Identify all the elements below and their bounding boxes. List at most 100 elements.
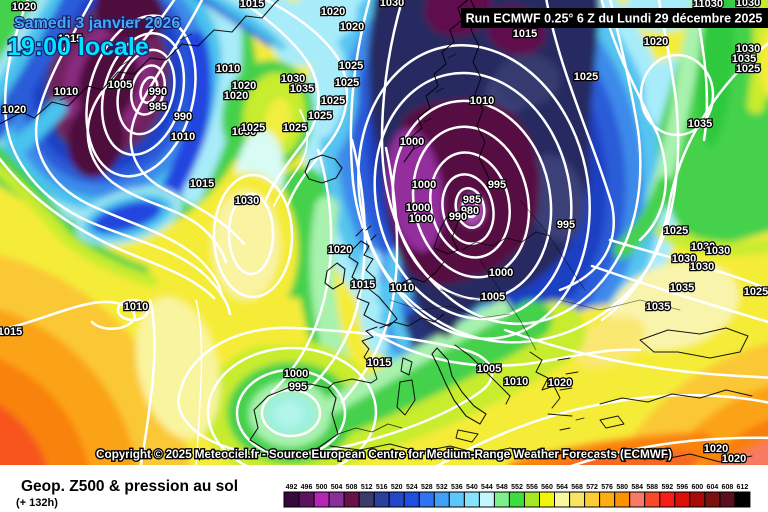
svg-text:1030: 1030: [380, 0, 404, 9]
svg-text:500: 500: [316, 484, 328, 491]
svg-text:1010: 1010: [54, 86, 78, 98]
svg-text:1020: 1020: [340, 21, 364, 33]
svg-text:1025: 1025: [321, 95, 345, 107]
svg-text:995: 995: [289, 381, 307, 393]
svg-text:1000: 1000: [409, 213, 433, 225]
svg-text:1020: 1020: [224, 90, 248, 102]
svg-text:536: 536: [451, 484, 463, 491]
svg-text:496: 496: [301, 484, 313, 491]
svg-text:564: 564: [556, 484, 568, 491]
svg-text:584: 584: [631, 484, 643, 491]
svg-text:990: 990: [149, 86, 167, 98]
svg-text:1010: 1010: [171, 131, 195, 143]
svg-text:1030: 1030: [736, 0, 760, 9]
svg-text:1025: 1025: [241, 122, 265, 134]
svg-text:1020: 1020: [328, 244, 352, 256]
svg-text:1025: 1025: [664, 225, 688, 237]
svg-text:1035: 1035: [688, 118, 712, 130]
svg-text:1020: 1020: [2, 104, 26, 116]
svg-text:572: 572: [586, 484, 598, 491]
svg-text:1015: 1015: [240, 0, 264, 10]
svg-text:1010: 1010: [216, 63, 240, 75]
svg-text:524: 524: [406, 484, 418, 491]
svg-text:532: 532: [436, 484, 448, 491]
svg-text:508: 508: [346, 484, 358, 491]
svg-text:1030: 1030: [706, 245, 730, 257]
svg-text:1025: 1025: [283, 122, 307, 134]
svg-text:1015: 1015: [513, 28, 537, 40]
svg-text:1025: 1025: [744, 286, 768, 298]
svg-text:1030: 1030: [736, 43, 760, 55]
svg-text:1020: 1020: [548, 377, 572, 389]
svg-text:1025: 1025: [335, 77, 359, 89]
svg-text:Copyright © 2025 Meteociel.fr: Copyright © 2025 Meteociel.fr - Source E…: [96, 447, 672, 461]
svg-text:995: 995: [557, 219, 575, 231]
svg-text:Run ECMWF 0.25° 6 Z du Lundi 2: Run ECMWF 0.25° 6 Z du Lundi 29 décembre…: [466, 12, 763, 26]
svg-text:1005: 1005: [477, 363, 501, 375]
svg-text:980: 980: [461, 205, 479, 217]
svg-text:1000: 1000: [412, 179, 436, 191]
svg-text:1030: 1030: [672, 253, 696, 265]
svg-text:1025: 1025: [736, 63, 760, 75]
svg-text:1020: 1020: [232, 80, 256, 92]
svg-text:540: 540: [466, 484, 478, 491]
svg-text:576: 576: [601, 484, 613, 491]
svg-text:596: 596: [676, 484, 688, 491]
svg-text:1030: 1030: [690, 261, 714, 273]
svg-text:1025: 1025: [574, 71, 598, 83]
svg-text:1015: 1015: [351, 279, 375, 291]
svg-text:492: 492: [286, 484, 298, 491]
svg-text:568: 568: [571, 484, 583, 491]
svg-text:504: 504: [331, 484, 343, 491]
svg-text:1010: 1010: [470, 95, 494, 107]
svg-text:1020: 1020: [12, 1, 36, 13]
svg-text:1035: 1035: [670, 282, 694, 294]
svg-text:1000: 1000: [400, 136, 424, 148]
svg-text:1015: 1015: [190, 178, 214, 190]
svg-text:560: 560: [541, 484, 553, 491]
svg-text:1005: 1005: [481, 291, 505, 303]
svg-text:604: 604: [707, 484, 719, 491]
svg-text:1030: 1030: [235, 195, 259, 207]
svg-text:1020: 1020: [321, 6, 345, 18]
svg-text:1020: 1020: [644, 36, 668, 48]
svg-text:990: 990: [449, 211, 467, 223]
svg-text:1030: 1030: [281, 73, 305, 85]
svg-text:990: 990: [174, 111, 192, 123]
svg-text:985: 985: [463, 194, 481, 206]
svg-text:552: 552: [511, 484, 523, 491]
svg-text:Geop. Z500 & pression au sol: Geop. Z500 & pression au sol: [21, 478, 238, 495]
svg-text:612: 612: [737, 484, 749, 491]
svg-text:1015: 1015: [367, 357, 391, 369]
svg-text:1015: 1015: [0, 326, 22, 338]
svg-text:548: 548: [496, 484, 508, 491]
svg-text:592: 592: [661, 484, 673, 491]
svg-text:19:00 locale: 19:00 locale: [7, 33, 149, 61]
svg-text:1015: 1015: [58, 33, 82, 45]
svg-text:1035: 1035: [646, 301, 670, 313]
svg-text:1000: 1000: [284, 368, 308, 380]
svg-text:985: 985: [149, 101, 167, 113]
svg-text:1025: 1025: [308, 110, 332, 122]
svg-text:1025: 1025: [339, 60, 363, 72]
svg-text:Samedi 3 janvier 2026: Samedi 3 janvier 2026: [14, 15, 180, 32]
svg-text:580: 580: [616, 484, 628, 491]
svg-text:1005: 1005: [108, 79, 132, 91]
svg-text:608: 608: [722, 484, 734, 491]
svg-text:1010: 1010: [124, 301, 148, 313]
svg-text:556: 556: [526, 484, 538, 491]
svg-text:512: 512: [361, 484, 373, 491]
svg-text:588: 588: [646, 484, 658, 491]
svg-text:1020: 1020: [722, 453, 746, 465]
svg-text:516: 516: [376, 484, 388, 491]
svg-text:1000: 1000: [406, 202, 430, 214]
svg-text:1010: 1010: [504, 376, 528, 388]
svg-text:520: 520: [391, 484, 403, 491]
svg-text:600: 600: [691, 484, 703, 491]
svg-text:11030: 11030: [693, 0, 723, 10]
svg-text:544: 544: [481, 484, 493, 491]
svg-text:1030: 1030: [691, 241, 715, 253]
svg-text:1030: 1030: [232, 126, 256, 138]
svg-text:1020: 1020: [704, 443, 728, 455]
svg-text:995: 995: [488, 179, 506, 191]
